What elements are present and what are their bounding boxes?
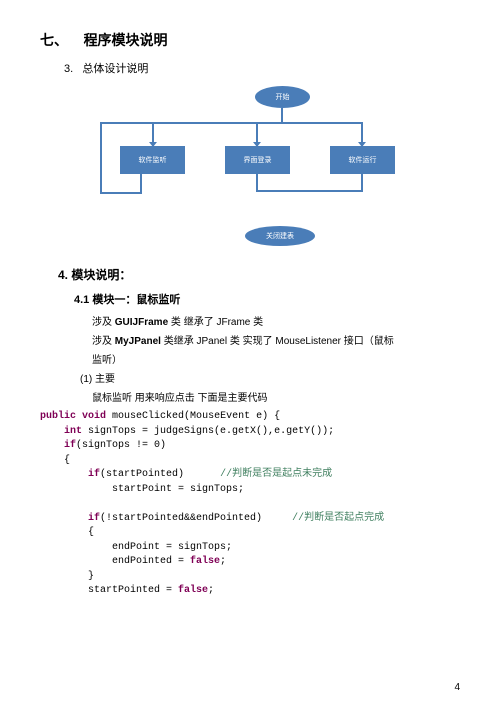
code-text: ; bbox=[208, 585, 214, 596]
node-n2: 界面登录 bbox=[225, 146, 290, 174]
text: 类 继承了 JFrame 类 bbox=[168, 317, 263, 328]
sub3-label: 3. bbox=[64, 63, 73, 75]
sub3-text: 总体设计说明 bbox=[82, 63, 148, 75]
keyword: public bbox=[40, 411, 76, 422]
flowchart-diagram: 开始 软件监听 界面登录 软件运行 关闭建表 bbox=[80, 86, 420, 246]
code-text: mouseClicked(MouseEvent e) { bbox=[106, 411, 280, 422]
keyword: false bbox=[178, 585, 208, 596]
class-name: GUIJFrame bbox=[115, 317, 168, 328]
section-number: 七、 bbox=[40, 32, 68, 48]
edge bbox=[100, 122, 152, 124]
keyword: void bbox=[82, 411, 106, 422]
edge bbox=[256, 190, 363, 192]
node-n3: 软件运行 bbox=[330, 146, 395, 174]
keyword: if bbox=[88, 469, 100, 480]
keyword: int bbox=[64, 426, 82, 437]
text: 类继承 JPanel 类 实现了 MouseListener 接口（鼠标 bbox=[161, 336, 394, 347]
section-title: 七、 程序模块说明 bbox=[40, 30, 460, 50]
desc-line: 鼠标监听 用来响应点击 下面是主要代码 bbox=[92, 389, 460, 408]
keyword: if bbox=[64, 440, 76, 451]
class-name: MyJPanel bbox=[115, 336, 161, 347]
item-1: (1) 主要 bbox=[80, 370, 460, 389]
section4-title: 4. 模块说明： bbox=[58, 266, 460, 283]
text: 涉及 bbox=[92, 336, 115, 347]
code-text: endPointed = bbox=[40, 556, 190, 567]
page-number: 4 bbox=[454, 682, 460, 693]
subsection-3: 3. 总体设计说明 bbox=[64, 60, 460, 76]
node-start: 开始 bbox=[255, 86, 310, 108]
body-line-2: 涉及 MyJPanel 类继承 JPanel 类 实现了 MouseListen… bbox=[92, 332, 460, 351]
edge bbox=[140, 174, 142, 194]
code-text: { bbox=[40, 455, 70, 466]
code-text: signTops = judgeSigns(e.getX(),e.getY())… bbox=[82, 426, 334, 437]
code-text: (signTops != 0) bbox=[76, 440, 166, 451]
edge bbox=[281, 108, 283, 122]
section-title-text: 程序模块说明 bbox=[84, 32, 168, 48]
code-text: startPointed = bbox=[40, 585, 178, 596]
text: 涉及 bbox=[92, 317, 115, 328]
code-text: endPoint = signTops; bbox=[40, 542, 232, 553]
code-text: (!startPointed&&endPointed) bbox=[100, 513, 292, 524]
code-text: startPoint = signTops; bbox=[40, 484, 244, 495]
node-n3-label: 软件运行 bbox=[349, 155, 377, 165]
edge bbox=[100, 122, 102, 194]
node-n2-label: 界面登录 bbox=[244, 155, 272, 165]
code-text: { bbox=[40, 527, 94, 538]
code-text: ; bbox=[220, 556, 226, 567]
code-text: } bbox=[40, 571, 94, 582]
code-text: (startPointed) bbox=[100, 469, 220, 480]
node-start-label: 开始 bbox=[276, 92, 290, 102]
keyword: if bbox=[88, 513, 100, 524]
node-n1: 软件监听 bbox=[120, 146, 185, 174]
node-end: 关闭建表 bbox=[245, 226, 315, 246]
comment: //判断是否起点完成 bbox=[292, 513, 384, 524]
body-line-1: 涉及 GUIJFrame 类 继承了 JFrame 类 bbox=[92, 313, 460, 332]
comment: //判断是否是起点未完成 bbox=[220, 469, 332, 480]
body-line-2b: 监听） bbox=[92, 351, 460, 370]
node-n1-label: 软件监听 bbox=[139, 155, 167, 165]
node-end-label: 关闭建表 bbox=[266, 231, 294, 241]
edge bbox=[100, 192, 142, 194]
section4-sub: 4.1 模块一：鼠标监听 bbox=[74, 291, 460, 307]
keyword: false bbox=[190, 556, 220, 567]
code-block: public void mouseClicked(MouseEvent e) {… bbox=[40, 410, 460, 599]
